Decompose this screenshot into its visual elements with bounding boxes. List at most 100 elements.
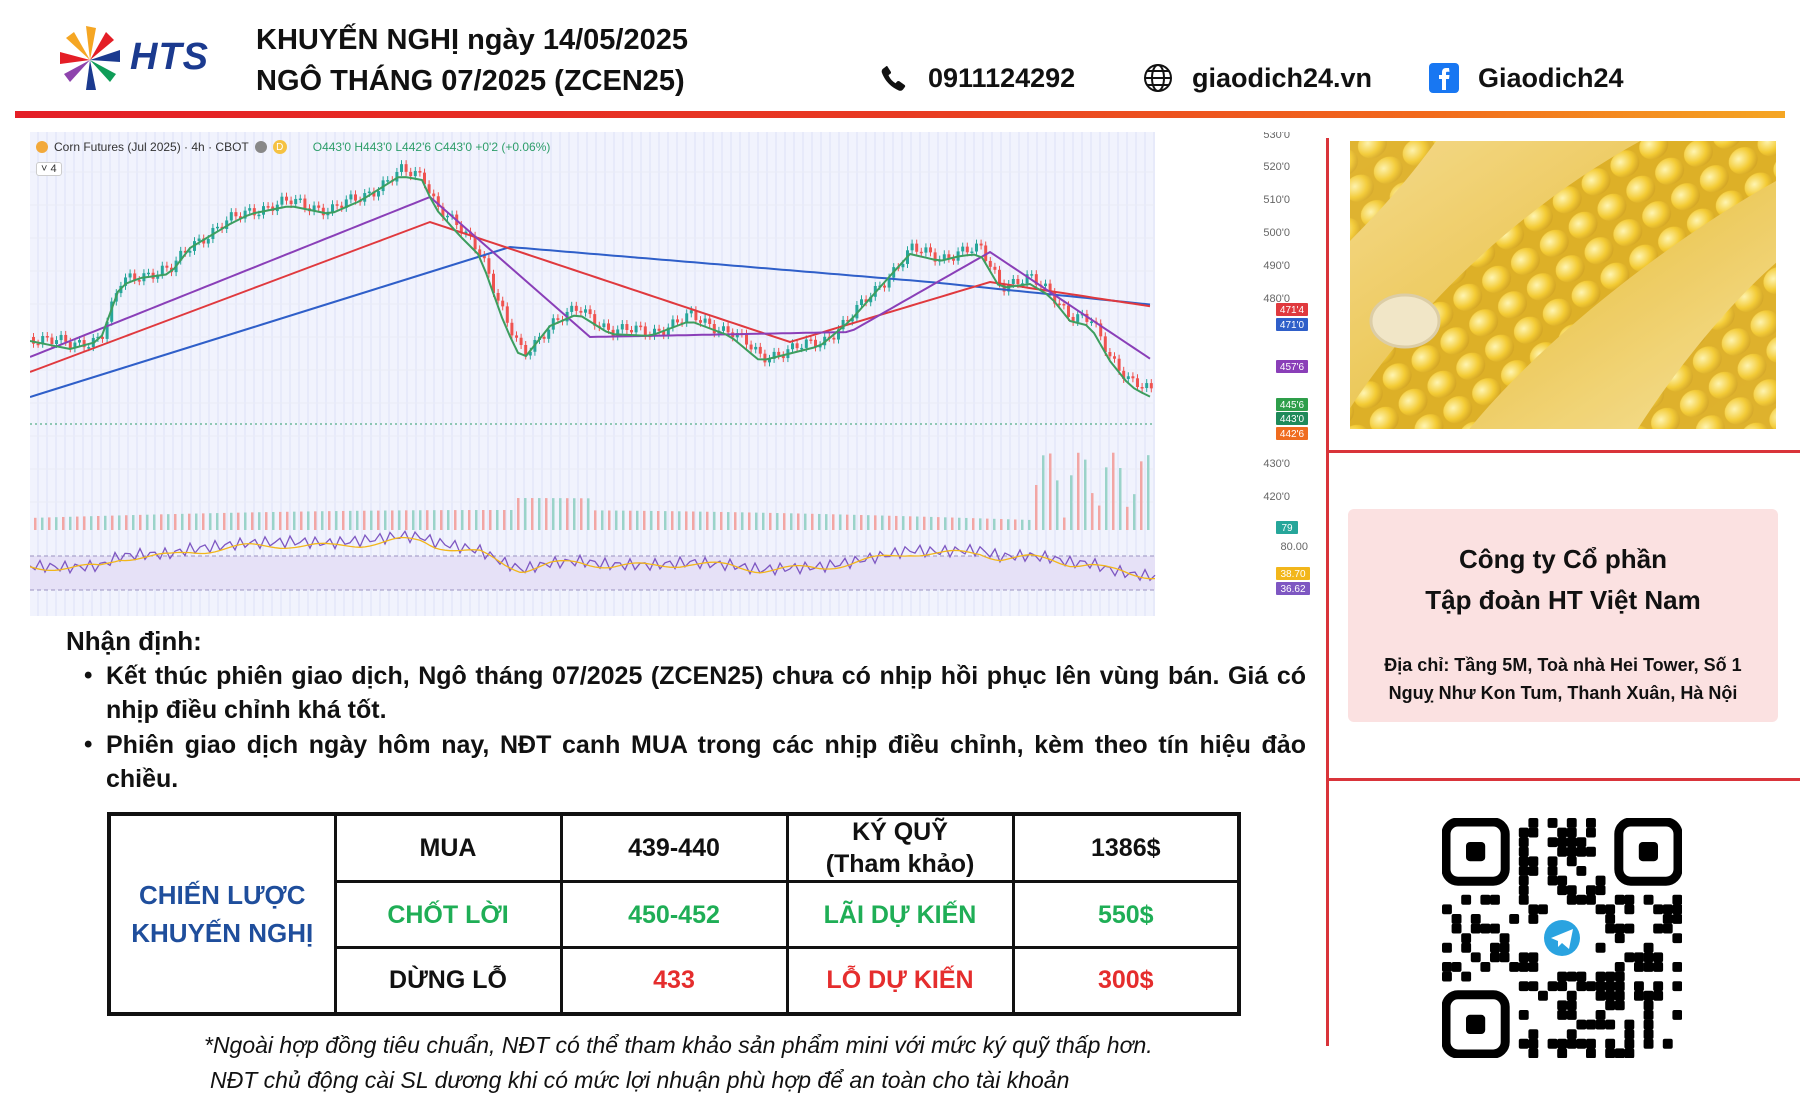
candle-body — [317, 205, 321, 208]
candle-body — [574, 305, 578, 311]
candle-body — [708, 318, 712, 325]
volume-bar — [468, 510, 471, 530]
candle-body — [689, 310, 693, 314]
candle-body — [331, 204, 334, 212]
buy-price: 439-440 — [559, 812, 789, 883]
volume-bar — [258, 512, 261, 530]
volume-bar — [55, 517, 58, 530]
qr-module — [1643, 1038, 1654, 1049]
website-link[interactable]: giaodich24.vn — [1140, 58, 1372, 98]
volume-bar — [986, 518, 989, 530]
volume-bar — [440, 510, 443, 530]
candle-body — [147, 272, 150, 275]
volume-bar — [1112, 452, 1115, 530]
qr-module — [1528, 827, 1539, 838]
pinwheel-logo-icon — [60, 26, 120, 90]
volume-bar — [510, 510, 513, 530]
qr-module — [1490, 942, 1500, 953]
candle-body — [78, 340, 81, 343]
volume-bar — [1091, 493, 1094, 530]
candle-body — [607, 323, 610, 330]
qr-module — [1614, 933, 1625, 944]
candle-body — [630, 329, 633, 333]
qr-code[interactable] — [1441, 817, 1683, 1059]
candle-body — [662, 330, 666, 336]
candle-body — [676, 319, 679, 323]
candle-body — [1044, 283, 1047, 287]
qr-module — [1566, 1000, 1577, 1011]
volume-bar — [321, 511, 324, 530]
expected-profit-value: 550$ — [1011, 880, 1241, 949]
indicator-collapse-button[interactable]: ˅ 4 — [36, 162, 62, 176]
volume-bar — [699, 511, 702, 530]
candle-body — [510, 322, 514, 336]
volume-bar — [615, 510, 618, 530]
qr-module — [1624, 904, 1635, 915]
volume-bar — [657, 511, 660, 530]
price-tick-label: 520'0 — [1263, 161, 1290, 173]
telegram-plane-icon — [1551, 929, 1573, 949]
candle-body — [372, 191, 376, 197]
qr-finder-inner — [1638, 842, 1658, 862]
qr-module — [1672, 933, 1683, 944]
qr-module — [1557, 885, 1568, 896]
candle-body — [45, 336, 49, 338]
candle-body — [137, 280, 141, 282]
qr-module — [1518, 856, 1529, 867]
volume-bar — [1035, 484, 1038, 530]
qr-module — [1672, 962, 1683, 972]
candle-body — [197, 238, 201, 242]
ma-line-red — [30, 220, 1151, 373]
phone-contact[interactable]: 0911124292 — [876, 58, 1075, 98]
corn-image — [1350, 141, 1776, 429]
volume-bar — [132, 515, 135, 530]
margin-label: KÝ QUỸ (Tham khảo) — [785, 812, 1015, 883]
volume-bar — [531, 498, 534, 530]
candle-body — [492, 273, 495, 293]
candle-body — [694, 310, 698, 321]
candle-body — [1099, 323, 1103, 337]
candle-body — [340, 205, 344, 208]
volume-bar — [839, 514, 842, 530]
volume-bar — [181, 513, 184, 530]
volume-bar — [461, 510, 464, 530]
facebook-link[interactable]: Giaodich24 — [1426, 58, 1624, 98]
qr-module — [1547, 837, 1558, 848]
volume-bar — [230, 512, 233, 530]
volume-bar — [804, 513, 807, 530]
volume-bar — [860, 514, 863, 530]
volume-bar — [944, 517, 947, 530]
qr-module — [1662, 1038, 1673, 1049]
qr-module — [1653, 904, 1664, 915]
volume-bar — [1063, 517, 1066, 530]
candle-body — [975, 243, 978, 252]
volume-bar — [846, 514, 849, 530]
qr-module — [1451, 914, 1462, 924]
candle-body — [579, 310, 583, 313]
qr-module — [1509, 962, 1520, 972]
hts-logo: HTS — [60, 22, 210, 102]
candle-body — [101, 336, 104, 339]
qr-module — [1653, 952, 1664, 963]
chart-ohlc: O443'0 H443'0 L442'6 C443'0 +0'2 (+0.06%… — [312, 140, 551, 154]
candle-body — [542, 336, 546, 339]
candle-body — [524, 344, 528, 356]
price-badge-label: 445'6 — [1280, 400, 1305, 411]
volume-bar — [104, 515, 107, 530]
candle-body — [528, 351, 532, 356]
qr-module — [1451, 962, 1462, 972]
volume-bar — [1028, 519, 1031, 530]
volume-bar — [1042, 455, 1045, 530]
candle-body — [1136, 378, 1139, 388]
qr-module — [1614, 894, 1625, 905]
qr-module — [1566, 1010, 1577, 1020]
volume-bar — [412, 510, 415, 530]
candle-body — [418, 170, 422, 173]
candle-body — [156, 274, 160, 279]
volume-bar — [951, 517, 954, 530]
price-badge-label: 457'6 — [1280, 362, 1305, 373]
candle-body — [1067, 305, 1070, 317]
qr-module — [1576, 1019, 1587, 1030]
qr-module — [1614, 990, 1625, 1001]
price-chart: 530'0 520'0 510'0 500'0 490'0 480'0 430'0 420'0… — [30, 132, 1318, 616]
